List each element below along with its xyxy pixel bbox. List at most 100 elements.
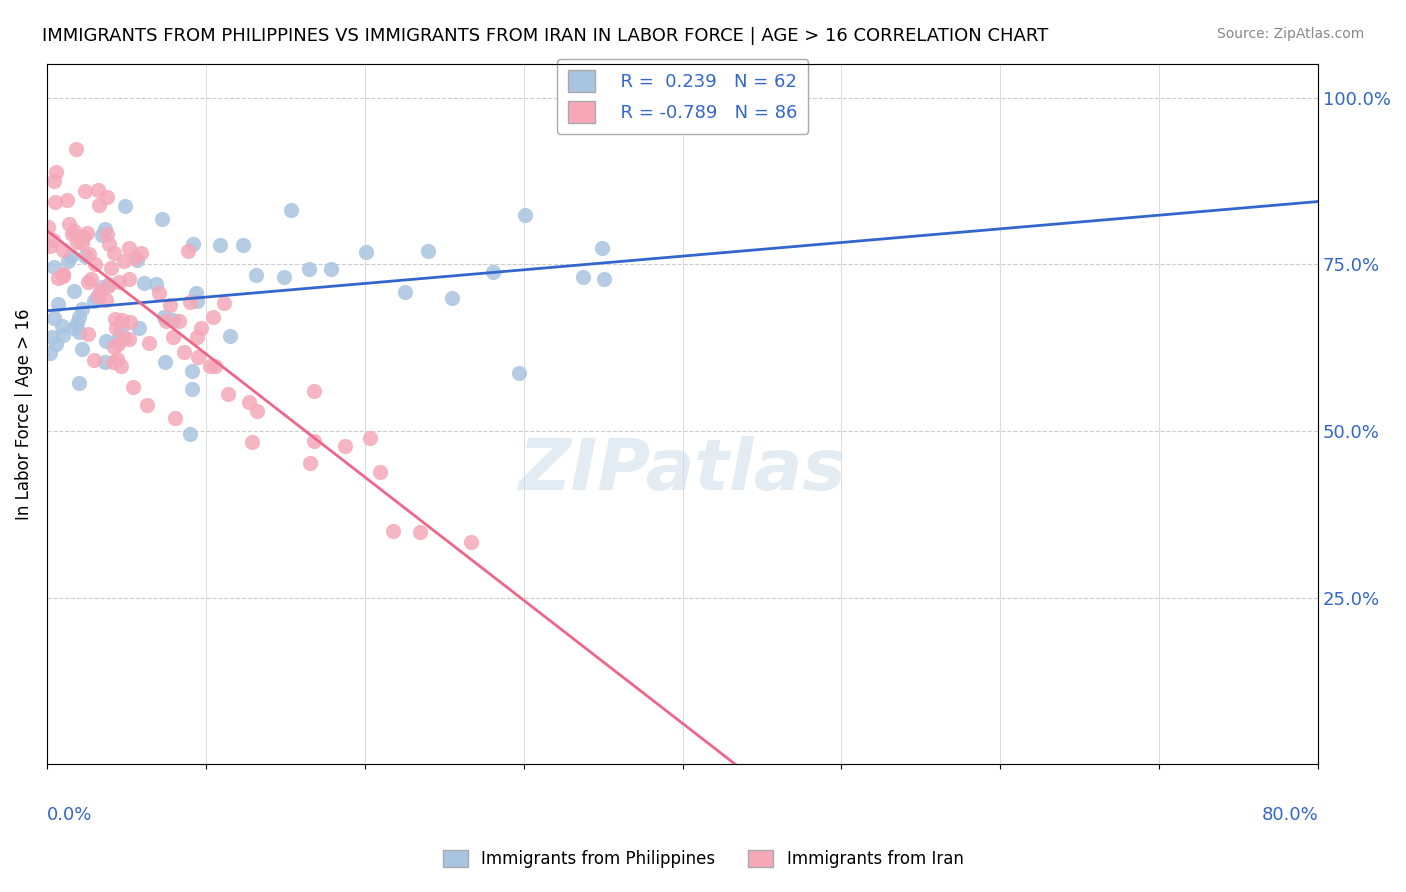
Point [65,142,87,156]
Point [163,411,186,425]
Point [394,285,416,300]
Point [190,321,212,335]
Point [56,253,79,268]
Point [70,236,93,251]
Point [515,208,537,222]
Point [118,241,141,255]
Point [159,298,181,312]
Point [319,262,342,277]
Point [100,260,122,275]
Point [302,434,325,448]
Point [204,359,226,374]
Point [90,279,112,293]
Point [591,241,613,255]
Point [77,247,100,261]
Point [145,277,167,291]
Point [148,285,170,300]
Point [238,395,260,409]
Point [94,293,117,307]
Point [97,278,120,293]
Point [83,353,105,368]
Point [39,346,62,360]
Point [302,384,325,399]
Point [280,202,302,217]
Point [212,295,235,310]
Point [245,268,267,282]
Text: 80.0%: 80.0% [1261,806,1319,824]
Point [481,265,503,279]
Point [84,257,107,271]
Point [101,355,124,369]
Point [103,340,125,354]
Point [184,285,207,300]
Point [128,321,150,335]
Point [440,291,463,305]
Point [67,310,90,324]
Point [73,249,96,263]
Point [124,251,146,265]
Point [104,311,127,326]
Point [508,367,530,381]
Point [44,194,66,209]
Text: IMMIGRANTS FROM PHILIPPINES VS IMMIGRANTS FROM IRAN IN LABOR FORCE | AGE > 16 CO: IMMIGRANTS FROM PHILIPPINES VS IMMIGRANT… [42,27,1049,45]
Point [63,284,86,298]
Point [45,165,67,179]
Point [112,254,135,268]
Point [240,435,263,450]
Point [162,312,184,326]
Legend:   R =  0.239   N = 62,   R = -0.789   N = 86: R = 0.239 N = 62, R = -0.789 N = 86 [557,60,808,134]
Point [162,329,184,343]
Point [118,315,141,329]
Point [44,260,66,274]
Point [70,342,93,356]
Point [359,431,381,445]
Point [179,426,201,441]
Point [131,246,153,260]
Point [169,314,191,328]
Point [93,355,115,369]
Point [72,229,94,244]
Point [56,193,79,207]
Point [181,237,204,252]
Point [67,325,90,339]
Point [179,295,201,310]
Point [108,330,131,344]
Point [98,277,121,291]
Point [181,382,204,396]
Point [45,337,67,351]
Point [89,285,111,299]
Point [79,272,101,286]
Point [592,272,614,286]
Point [93,221,115,235]
Point [65,316,87,330]
Point [86,290,108,304]
Point [97,237,120,252]
Point [173,345,195,359]
Point [60,227,83,241]
Point [333,439,356,453]
Point [135,398,157,412]
Point [460,534,482,549]
Point [273,269,295,284]
Point [63,320,86,334]
Point [51,319,73,334]
Point [118,332,141,346]
Point [150,212,173,227]
Point [52,244,75,258]
Point [90,228,112,243]
Point [86,183,108,197]
Point [42,233,65,247]
Point [77,275,100,289]
Point [37,220,59,235]
Point [105,352,128,367]
Point [103,245,125,260]
Point [298,262,321,277]
Point [201,310,224,324]
Point [87,289,110,303]
Point [87,198,110,212]
Point [83,293,105,308]
Point [105,321,128,335]
Text: 0.0%: 0.0% [46,806,93,824]
Point [370,466,392,480]
Point [132,276,155,290]
